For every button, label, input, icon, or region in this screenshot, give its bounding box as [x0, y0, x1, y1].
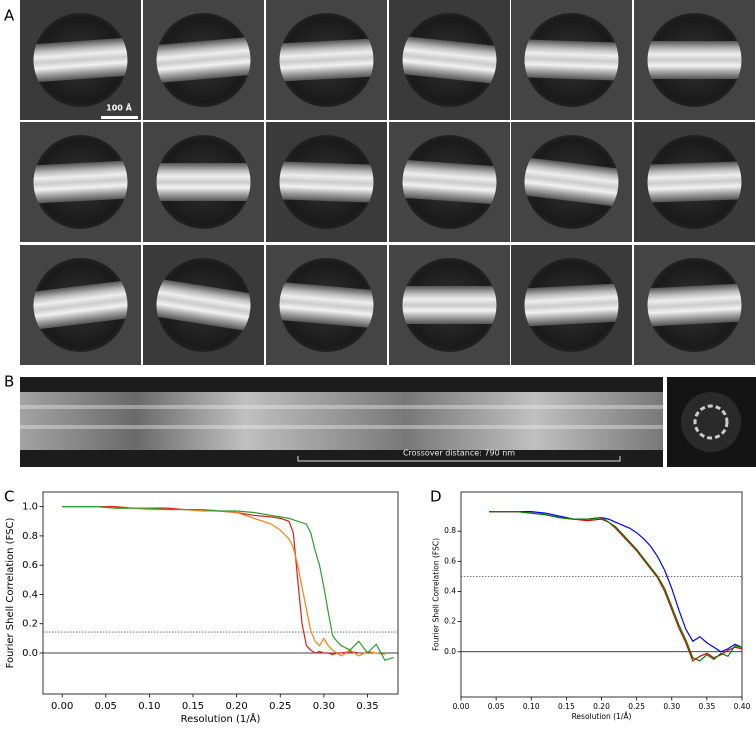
x-tick-label: 0.15 — [558, 702, 575, 711]
y-tick-label: 0.2 — [444, 617, 456, 626]
y-axis-label: Fourier Shell Correlation (FSC) — [431, 538, 440, 651]
x-tick-label: 0.20 — [593, 702, 610, 711]
x-tick-label: 0.05 — [488, 702, 505, 711]
class-average — [634, 0, 755, 120]
y-tick-label: 0.0 — [22, 648, 38, 659]
filament-band — [402, 286, 497, 324]
filament-band — [275, 280, 378, 330]
class-average — [511, 122, 632, 242]
filament: Crossover distance: 790 nm — [20, 377, 756, 467]
x-tick-label: 0.15 — [182, 701, 204, 712]
x-tick-label: 0.10 — [138, 701, 160, 712]
x-tick-label: 0.35 — [699, 702, 716, 711]
filament-band — [152, 35, 255, 85]
filament-strand — [20, 425, 663, 429]
y-tick-label: 0.6 — [22, 560, 38, 571]
filament-body — [20, 392, 663, 450]
x-tick-label: 0.00 — [453, 702, 470, 711]
crossover-label: Crossover distance: 790 nm — [403, 449, 515, 458]
class-average — [389, 245, 510, 365]
cross-section-ring — [693, 404, 729, 440]
class-average — [389, 0, 510, 120]
filament-band — [645, 282, 744, 328]
plot-frame — [42, 491, 399, 695]
y-tick-label: 0.4 — [22, 589, 38, 600]
panel-label: D — [430, 488, 442, 506]
x-tick-label: 0.00 — [51, 701, 73, 712]
class-average — [634, 122, 755, 242]
class-average — [143, 0, 264, 120]
class-average — [143, 122, 264, 242]
filament-band — [399, 158, 500, 206]
class-average — [266, 245, 387, 365]
y-tick-label: 0.8 — [22, 531, 38, 542]
x-tick-label: 0.30 — [663, 702, 680, 711]
plot-frame — [460, 491, 743, 698]
scale-bar — [101, 116, 138, 119]
filament-band — [30, 36, 131, 84]
x-tick-label: 0.30 — [313, 701, 335, 712]
class-average — [20, 122, 141, 242]
scale-bar-label: 100 Å — [106, 103, 132, 113]
y-tick-label: 0.6 — [444, 556, 456, 565]
y-tick-label: 0.2 — [22, 619, 38, 630]
class-average — [511, 0, 632, 120]
class-average — [20, 0, 141, 120]
x-tick-label: 0.05 — [95, 701, 117, 712]
filament-band — [28, 278, 133, 332]
x-axis-label: Resolution (1/Å) — [181, 712, 261, 725]
filament-strand — [20, 405, 663, 409]
panel-label: C — [4, 488, 14, 506]
fsc-curve — [489, 511, 743, 662]
class-average — [389, 122, 510, 242]
y-tick-label: 0.4 — [444, 586, 456, 595]
filament-band — [522, 38, 621, 82]
class-average — [143, 245, 264, 365]
fsc-curve — [62, 506, 386, 657]
filament-band — [149, 276, 258, 334]
y-tick-label: 1.0 — [22, 502, 38, 513]
filament-band — [156, 163, 251, 201]
filament-band — [31, 159, 130, 205]
cross-section-disc — [681, 392, 741, 452]
filament-band — [522, 282, 621, 328]
class-average — [511, 245, 632, 365]
class-average — [20, 245, 141, 365]
fsc-curve — [489, 511, 743, 653]
fsc-curve — [489, 511, 743, 662]
x-tick-label: 0.10 — [523, 702, 540, 711]
fsc-chart: 0.00 0.05 0.10 0.15 0.20 0.25 0.30 0.35 0.40 0.0 0… — [431, 491, 751, 721]
x-axis-label: Resolution (1/Å) — [572, 712, 632, 721]
filament-band — [647, 41, 742, 79]
filament-band — [277, 160, 376, 204]
filament-band — [277, 37, 376, 83]
class-averages: 100 Å — [20, 0, 755, 365]
panel-label: B — [4, 373, 14, 391]
filament-band — [397, 34, 502, 86]
x-tick-label: 0.20 — [226, 701, 248, 712]
x-tick-label: 0.25 — [269, 701, 291, 712]
class-average — [266, 0, 387, 120]
x-tick-label: 0.35 — [356, 701, 378, 712]
crossover-bracket — [297, 456, 621, 462]
fsc-curve — [62, 506, 394, 662]
x-tick-label: 0.25 — [628, 702, 645, 711]
charts: 0.00 0.05 0.10 0.15 0.20 0.25 0.30 0.350.00.20.… — [5, 491, 751, 725]
panel-label: A — [4, 7, 15, 25]
filament-band — [645, 160, 744, 204]
filament-band — [519, 155, 624, 209]
class-average — [266, 122, 387, 242]
y-tick-label: 0.0 — [444, 647, 456, 656]
fsc-chart: 0.00 0.05 0.10 0.15 0.20 0.25 0.30 0.35 0.0 0.2 0.… — [5, 491, 399, 725]
x-tick-label: 0.40 — [734, 702, 751, 711]
y-axis-label: Fourier Shell Correlation (FSC) — [5, 518, 16, 669]
y-tick-label: 0.8 — [444, 526, 456, 535]
class-average — [634, 245, 755, 365]
